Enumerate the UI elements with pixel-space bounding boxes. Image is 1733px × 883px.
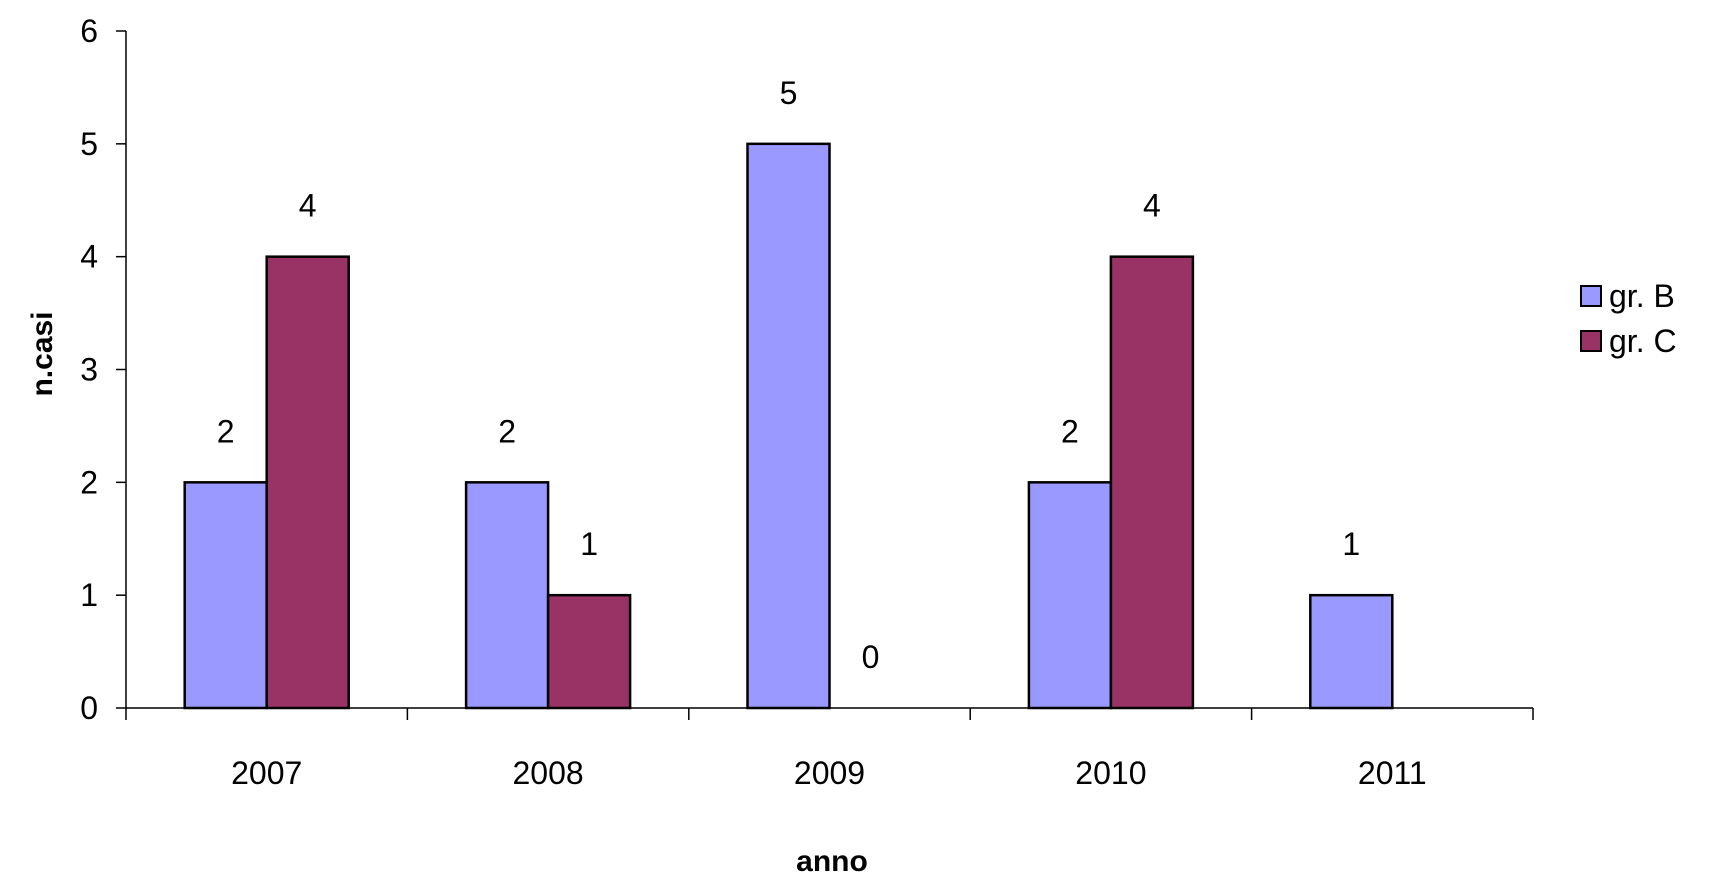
data-label: 1 [1342,526,1360,562]
data-label: 5 [780,75,798,111]
y-tick-label: 1 [80,577,98,613]
x-tick-label: 2011 [1358,755,1427,791]
bar [546,593,632,710]
bar [1109,255,1195,710]
bar [1309,593,1394,710]
data-label: 4 [299,188,317,224]
y-tick-label: 5 [80,126,98,162]
bar [464,481,550,710]
bars [183,142,1394,710]
x-tick-label: 2009 [794,755,865,791]
bar [1027,481,1113,710]
y-tick-label: 0 [80,690,98,726]
data-label: 2 [217,413,235,449]
legend-swatch [1580,330,1602,352]
legend-label: gr. C [1609,323,1677,359]
y-tick-label: 6 [80,13,98,49]
data-label: 1 [580,526,598,562]
y-tick-label: 4 [80,239,98,275]
data-label: 0 [862,639,880,675]
legend: gr. B gr. C [1580,278,1677,359]
x-tick-label: 2007 [231,755,302,791]
data-label: 2 [1061,413,1079,449]
y-axis-title: n.casi [26,311,59,396]
y-tick-label: 3 [80,352,98,388]
data-label: 4 [1143,188,1161,224]
x-axis-title: anno [796,845,868,878]
legend-swatch [1580,285,1602,307]
bar [265,255,350,710]
x-tick-label: 2008 [513,755,584,791]
data-labels: 2 4 2 1 5 0 2 4 1 [217,75,1360,675]
bar [746,142,831,710]
bar [183,481,268,710]
x-tick-label: 2010 [1075,755,1146,791]
y-tick-label: 2 [80,464,98,500]
data-label: 2 [498,413,516,449]
legend-label: gr. B [1609,278,1675,314]
